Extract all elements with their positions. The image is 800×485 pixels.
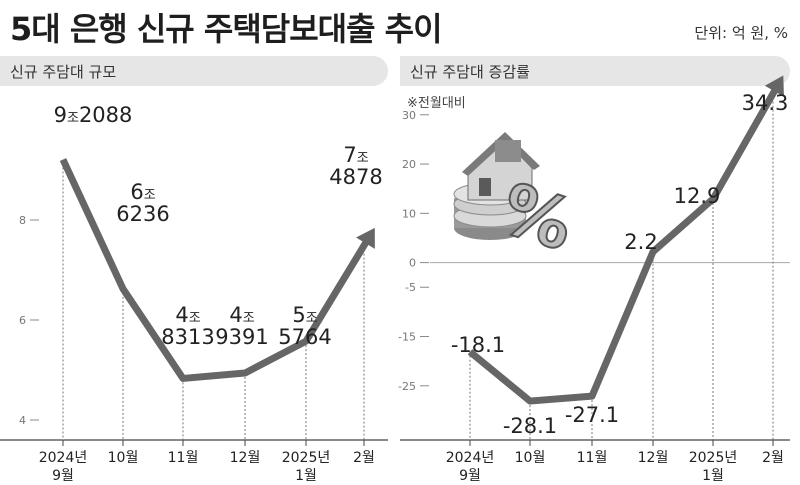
y-tick-label: 0 — [409, 257, 416, 270]
y-tick-label: 4 — [19, 414, 26, 427]
data-label: 5조 — [292, 303, 317, 327]
x-tick-label: 9월 — [459, 468, 481, 484]
series-arrow-head — [764, 75, 784, 97]
data-label: 4조 — [229, 303, 254, 327]
data-label: 9391 — [215, 325, 268, 349]
x-tick-label: 1월 — [295, 468, 317, 484]
x-tick-label: 2월 — [353, 450, 375, 466]
x-tick-label: 2월 — [762, 450, 784, 466]
x-tick-label: 12월 — [230, 450, 261, 466]
x-tick-label: 11월 — [577, 450, 608, 466]
series-line — [59, 158, 373, 382]
x-tick-label: 12월 — [638, 450, 669, 466]
data-label: -18.1 — [451, 333, 505, 357]
y-tick-label: -25 — [398, 380, 416, 393]
data-label: 34.3 — [742, 91, 789, 115]
x-tick-label: 2024년 — [446, 450, 495, 466]
x-tick-label: 10월 — [515, 450, 546, 466]
left-panel-header: 신규 주담대 규모 — [0, 56, 388, 86]
x-tick-label: 2024년 — [39, 450, 88, 466]
right-chart-title: 신규 주담대 증감률 — [410, 63, 530, 81]
series-arrow-head — [356, 227, 375, 249]
house-percent-icon: % — [453, 132, 584, 268]
right-panel-header: 신규 주담대 증감률 — [400, 56, 790, 86]
unit-label: 단위: 억 원, % — [694, 24, 788, 42]
page-title: 5대 은행 신규 주택담보대출 추이 — [10, 10, 443, 48]
data-label: 4조 — [175, 303, 200, 327]
y-tick-label: 6 — [19, 314, 26, 327]
data-label: 8313 — [161, 325, 214, 349]
series-line — [467, 83, 781, 405]
data-label: 5764 — [278, 325, 331, 349]
data-label: 2.2 — [624, 230, 657, 254]
data-label: -28.1 — [503, 414, 557, 438]
x-tick-label: 2025년 — [282, 450, 331, 466]
x-tick-label: 9월 — [52, 468, 74, 484]
data-label: -27.1 — [565, 403, 619, 427]
data-label: 12.9 — [674, 184, 721, 208]
y-tick-label: 8 — [19, 214, 26, 227]
y-tick-label: 30 — [402, 109, 416, 122]
x-tick-label: 11월 — [168, 450, 199, 466]
data-label: 6조 — [130, 180, 155, 204]
x-tick-label: 1월 — [702, 468, 724, 484]
data-label: 9조2088 — [54, 103, 133, 127]
left-chart-title: 신규 주담대 규모 — [10, 63, 117, 81]
y-tick-label: 10 — [402, 207, 416, 220]
x-tick-label: 2025년 — [689, 450, 738, 466]
right-chart-note: ※전월대비 — [407, 96, 466, 111]
y-tick-label: -15 — [398, 331, 416, 344]
data-label: 6236 — [116, 202, 169, 226]
x-tick-label: 10월 — [108, 450, 139, 466]
y-tick-label: 20 — [402, 158, 416, 171]
data-label: 4878 — [329, 165, 382, 189]
data-label: 7조 — [343, 143, 368, 167]
y-tick-label: -5 — [405, 281, 416, 294]
